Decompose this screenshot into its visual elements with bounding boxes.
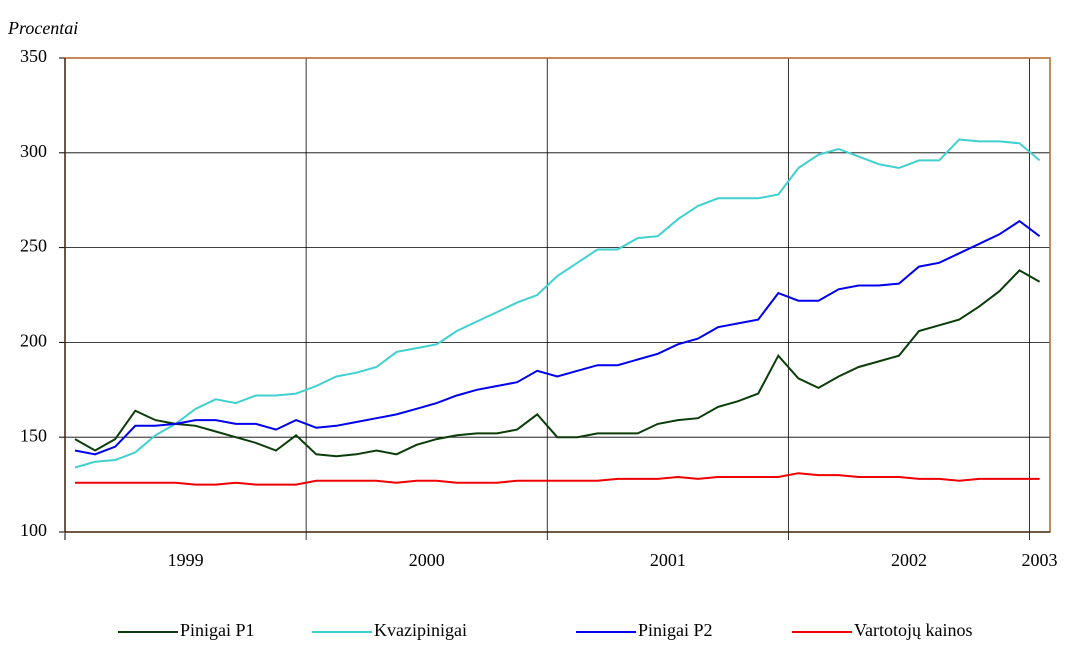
series-line xyxy=(74,138,1041,469)
y-tick-label: 200 xyxy=(20,331,47,351)
x-tick-label: 1999 xyxy=(168,550,204,570)
y-tick-label: 150 xyxy=(20,425,47,445)
plot-frame xyxy=(64,57,1051,533)
series-line xyxy=(74,269,1041,458)
y-tick-label: 350 xyxy=(20,46,47,66)
x-tick-label: 2001 xyxy=(650,550,686,570)
x-tick-label: 2002 xyxy=(891,550,927,570)
legend-label: Pinigai P2 xyxy=(638,620,713,640)
y-tick-label: 100 xyxy=(20,520,47,540)
x-tick-label: 2000 xyxy=(409,550,445,570)
legend-label: Pinigai P1 xyxy=(180,620,255,640)
y-tick-label: 300 xyxy=(20,141,47,161)
x-tick-label: 2003 xyxy=(1022,550,1058,570)
legend-label: Kvazipinigai xyxy=(374,620,467,640)
legend-label: Vartotojų kainos xyxy=(854,620,973,640)
series-line xyxy=(75,472,1040,486)
series-line xyxy=(74,219,1041,456)
y-tick-label: 250 xyxy=(20,236,47,256)
y-axis-label: Procentai xyxy=(7,18,78,38)
